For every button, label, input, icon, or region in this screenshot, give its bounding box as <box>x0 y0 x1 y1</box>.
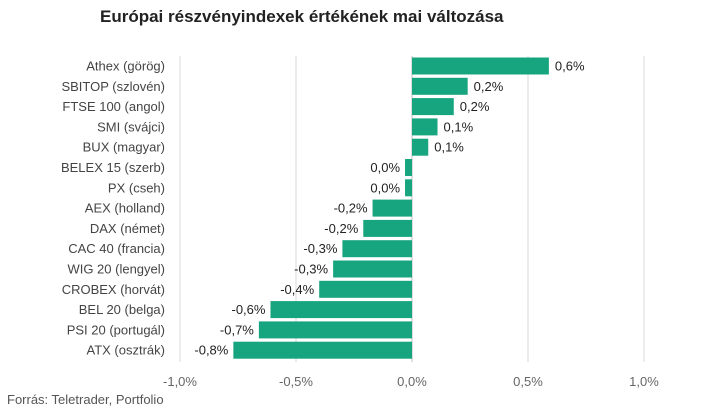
category-label: BUX (magyar) <box>83 140 165 155</box>
bar <box>412 57 549 75</box>
bar <box>412 118 438 136</box>
category-label: CROBEX (horvát) <box>62 282 165 297</box>
value-label: -0,2% <box>334 201 368 216</box>
bar <box>233 341 412 359</box>
category-label: BELEX 15 (szerb) <box>61 160 165 175</box>
value-label: -0,3% <box>303 241 337 256</box>
category-label: Athex (görög) <box>86 59 165 74</box>
value-label: 0,0% <box>370 180 400 195</box>
category-label: PX (cseh) <box>108 180 165 195</box>
bar <box>405 179 412 197</box>
value-label: 0,6% <box>555 59 585 74</box>
value-label: 0,1% <box>434 140 464 155</box>
value-label: -0,8% <box>194 343 228 358</box>
category-label: FTSE 100 (angol) <box>62 99 165 114</box>
x-axis-ticks: -1,0% -0,5% 0,0% 0,5% 1,0% <box>163 374 659 389</box>
bar <box>412 138 429 156</box>
category-label: CAC 40 (francia) <box>68 241 165 256</box>
bar <box>412 77 468 95</box>
bar <box>270 301 412 319</box>
bar <box>333 260 412 278</box>
category-label: WIG 20 (lengyel) <box>67 262 165 277</box>
category-label: SBITOP (szlovén) <box>61 79 165 94</box>
x-tick-label: -1,0% <box>163 374 197 389</box>
value-label: 0,2% <box>474 79 504 94</box>
value-label: -0,6% <box>232 302 266 317</box>
x-tick-label: 0,0% <box>397 374 427 389</box>
bars <box>233 57 549 359</box>
value-label: 0,2% <box>460 99 490 114</box>
bar <box>342 240 412 258</box>
category-label: DAX (német) <box>90 221 165 236</box>
value-label: -0,2% <box>324 221 358 236</box>
bar <box>258 321 412 339</box>
category-label: ATX (osztrák) <box>87 343 166 358</box>
bar <box>412 98 454 116</box>
x-tick-label: 0,5% <box>513 374 543 389</box>
value-label: -0,7% <box>220 322 254 337</box>
bar <box>405 159 412 176</box>
category-label: SMI (svájci) <box>97 119 165 134</box>
x-tick-label: 1,0% <box>629 374 659 389</box>
bar <box>319 280 412 298</box>
x-tick-label: -0,5% <box>279 374 313 389</box>
value-label: 0,0% <box>370 160 400 175</box>
category-label: BEL 20 (belga) <box>79 302 165 317</box>
category-label: AEX (holland) <box>85 201 165 216</box>
value-labels: 0,6%0,2%0,2%0,1%0,1%0,0%0,0%-0,2%-0,2%-0… <box>194 59 585 358</box>
value-label: -0,3% <box>294 262 328 277</box>
bar <box>372 199 412 217</box>
bar <box>363 219 412 237</box>
chart-title: Európai részvényindexek értékének mai vá… <box>100 7 504 26</box>
category-labels: Athex (görög) SBITOP (szlovén) FTSE 100 (a… <box>61 59 165 358</box>
source-note: Forrás: Teletrader, Portfolio <box>7 392 164 407</box>
category-label: PSI 20 (portugál) <box>67 322 165 337</box>
value-label: 0,1% <box>444 119 474 134</box>
value-label: -0,4% <box>280 282 314 297</box>
